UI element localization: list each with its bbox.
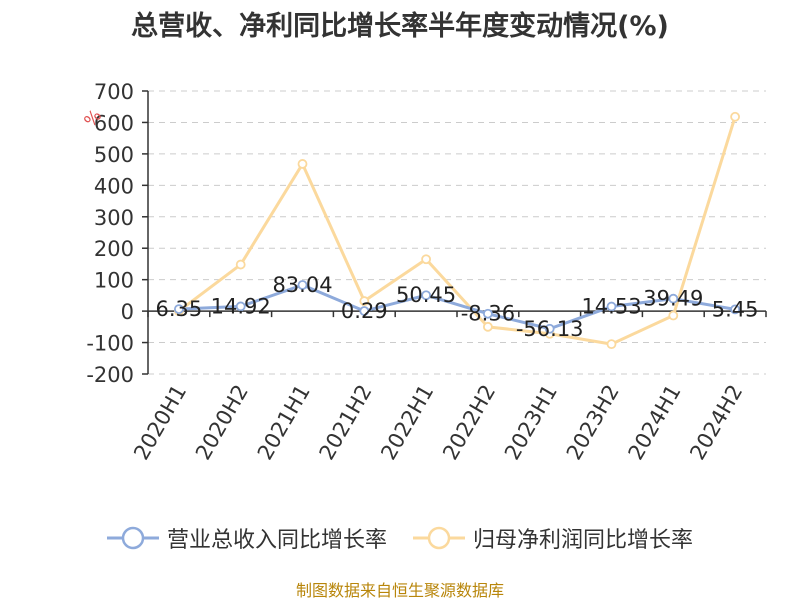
y-tick-label: 300 bbox=[94, 206, 134, 230]
data-label: 14.92 bbox=[211, 294, 271, 318]
y-tick-label: 200 bbox=[94, 237, 134, 261]
data-label: 6.35 bbox=[156, 297, 203, 321]
y-tick-label: -100 bbox=[86, 332, 134, 356]
data-point bbox=[359, 306, 370, 316]
x-tick-label: 2021H1 bbox=[253, 381, 315, 465]
data-point bbox=[235, 259, 246, 270]
y-tick-label: 0 bbox=[121, 300, 134, 324]
data-point bbox=[482, 321, 493, 332]
x-tick-label: 2024H1 bbox=[624, 381, 686, 465]
x-tick-label: 2024H2 bbox=[685, 381, 747, 465]
data-label: -56.13 bbox=[516, 317, 584, 341]
series-lines bbox=[173, 111, 740, 350]
legend: 营业总收入同比增长率 归母净利润同比增长率 bbox=[0, 518, 800, 558]
x-tick-label: 2021H2 bbox=[315, 381, 377, 465]
data-label: 5.45 bbox=[712, 297, 759, 321]
data-label: 14.53 bbox=[581, 295, 641, 319]
data-point bbox=[235, 301, 246, 312]
data-label: 83.04 bbox=[272, 273, 332, 297]
y-tick-label: 100 bbox=[94, 269, 134, 293]
grid-lines bbox=[148, 90, 766, 375]
x-tick-labels: 2020H1 2020H2 2021H1 2021H2 2022H1 2022H2 2023… bbox=[129, 380, 747, 464]
y-tick-label: 700 bbox=[94, 80, 134, 104]
data-label: -8.36 bbox=[461, 302, 515, 326]
data-point bbox=[482, 308, 493, 319]
legend-item[interactable]: 归母净利润同比增长率 bbox=[413, 522, 693, 554]
data-point bbox=[544, 323, 555, 334]
x-tick-label: 2022H2 bbox=[438, 381, 500, 465]
x-tick-label: 2023H2 bbox=[562, 381, 624, 465]
legend-label: 归母净利润同比增长率 bbox=[473, 528, 694, 553]
data-point bbox=[668, 310, 679, 321]
y-tick-label: 500 bbox=[94, 143, 134, 167]
data-point bbox=[297, 280, 308, 290]
data-label: 50.45 bbox=[396, 283, 456, 307]
chart-title: 总营收、净利同比增长率半年度变动情况(%) bbox=[131, 11, 669, 42]
series-line bbox=[178, 283, 736, 331]
x-tick-label: 2020H2 bbox=[191, 381, 253, 465]
data-point bbox=[730, 304, 740, 315]
legend-swatch bbox=[106, 526, 159, 550]
series-line bbox=[177, 116, 737, 346]
data-point bbox=[606, 301, 617, 312]
x-tick-label: 2020H1 bbox=[129, 381, 191, 465]
axes bbox=[142, 90, 767, 375]
x-tick-label: 2022H1 bbox=[376, 380, 438, 464]
y-tick-label: -200 bbox=[86, 363, 134, 387]
legend-label: 营业总收入同比增长率 bbox=[166, 528, 387, 553]
data-point bbox=[173, 304, 184, 315]
data-point bbox=[668, 293, 679, 304]
data-point bbox=[606, 339, 617, 350]
legend-swatch bbox=[413, 526, 465, 550]
data-point bbox=[421, 254, 432, 265]
y-tick-labels: 700 600 500 400 300 200 100 0 -100 -200 bbox=[86, 80, 134, 387]
y-tick-label: 600 bbox=[94, 111, 134, 135]
source-note: 制图数据来自恒生聚源数据库 bbox=[295, 581, 504, 600]
data-point bbox=[359, 296, 370, 306]
data-label: 39.49 bbox=[643, 287, 703, 311]
y-tick-label: 400 bbox=[94, 174, 134, 198]
data-point bbox=[297, 159, 308, 169]
data-point bbox=[730, 111, 740, 122]
data-point bbox=[421, 290, 432, 301]
legend-item[interactable]: 营业总收入同比增长率 bbox=[106, 522, 387, 554]
data-label: 0.29 bbox=[341, 299, 388, 323]
x-tick-label: 2023H1 bbox=[500, 381, 562, 465]
